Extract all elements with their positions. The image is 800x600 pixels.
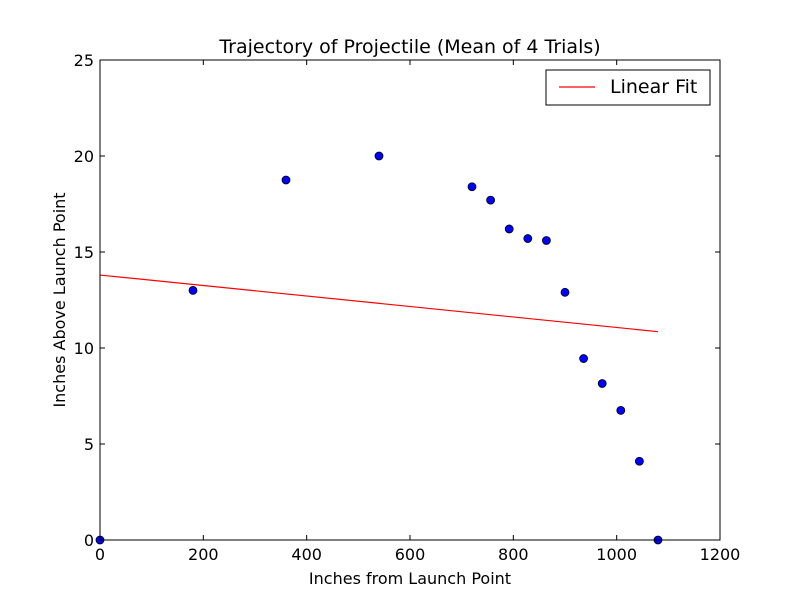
x-axis-title: Inches from Launch Point	[309, 569, 511, 588]
chart-title: Trajectory of Projectile (Mean of 4 Tria…	[218, 36, 600, 58]
data-point	[486, 195, 496, 205]
y-tick-label: 0	[84, 531, 94, 550]
data-point	[579, 354, 588, 363]
y-tick-label: 20	[74, 147, 94, 166]
y-tick-label: 10	[74, 339, 94, 358]
x-tick-label: 200	[188, 545, 219, 564]
y-tick-label: 25	[74, 51, 94, 70]
data-point	[560, 287, 570, 297]
plot-area	[95, 151, 663, 545]
data-point	[616, 405, 626, 415]
y-tick-label: 5	[84, 435, 94, 454]
series-line-linear-fit	[99, 274, 659, 333]
x-tick-label: 1200	[700, 545, 741, 564]
data-point	[504, 224, 514, 234]
x-tick-label: 800	[498, 545, 529, 564]
legend: Linear Fit	[545, 69, 711, 106]
data-point	[467, 182, 477, 192]
data-point	[374, 151, 384, 161]
x-tick-label: 1000	[596, 545, 637, 564]
x-tick-label: 0	[95, 545, 105, 564]
data-point	[542, 236, 551, 245]
data-point	[188, 285, 198, 295]
y-axis-title: Inches Above Launch Point	[50, 192, 69, 407]
axis-ticks: 0 200 400 600 800 1000 1200 0 5 10 15 20 25	[74, 51, 741, 564]
plot-frame	[99, 59, 721, 541]
x-tick-label: 400	[291, 545, 322, 564]
legend-label-linear-fit: Linear Fit	[610, 76, 697, 98]
data-point	[597, 379, 607, 388]
data-point	[281, 175, 291, 185]
x-tick-label: 600	[395, 545, 426, 564]
y-tick-label: 15	[74, 243, 94, 262]
data-point	[635, 456, 644, 466]
data-point	[523, 234, 533, 243]
